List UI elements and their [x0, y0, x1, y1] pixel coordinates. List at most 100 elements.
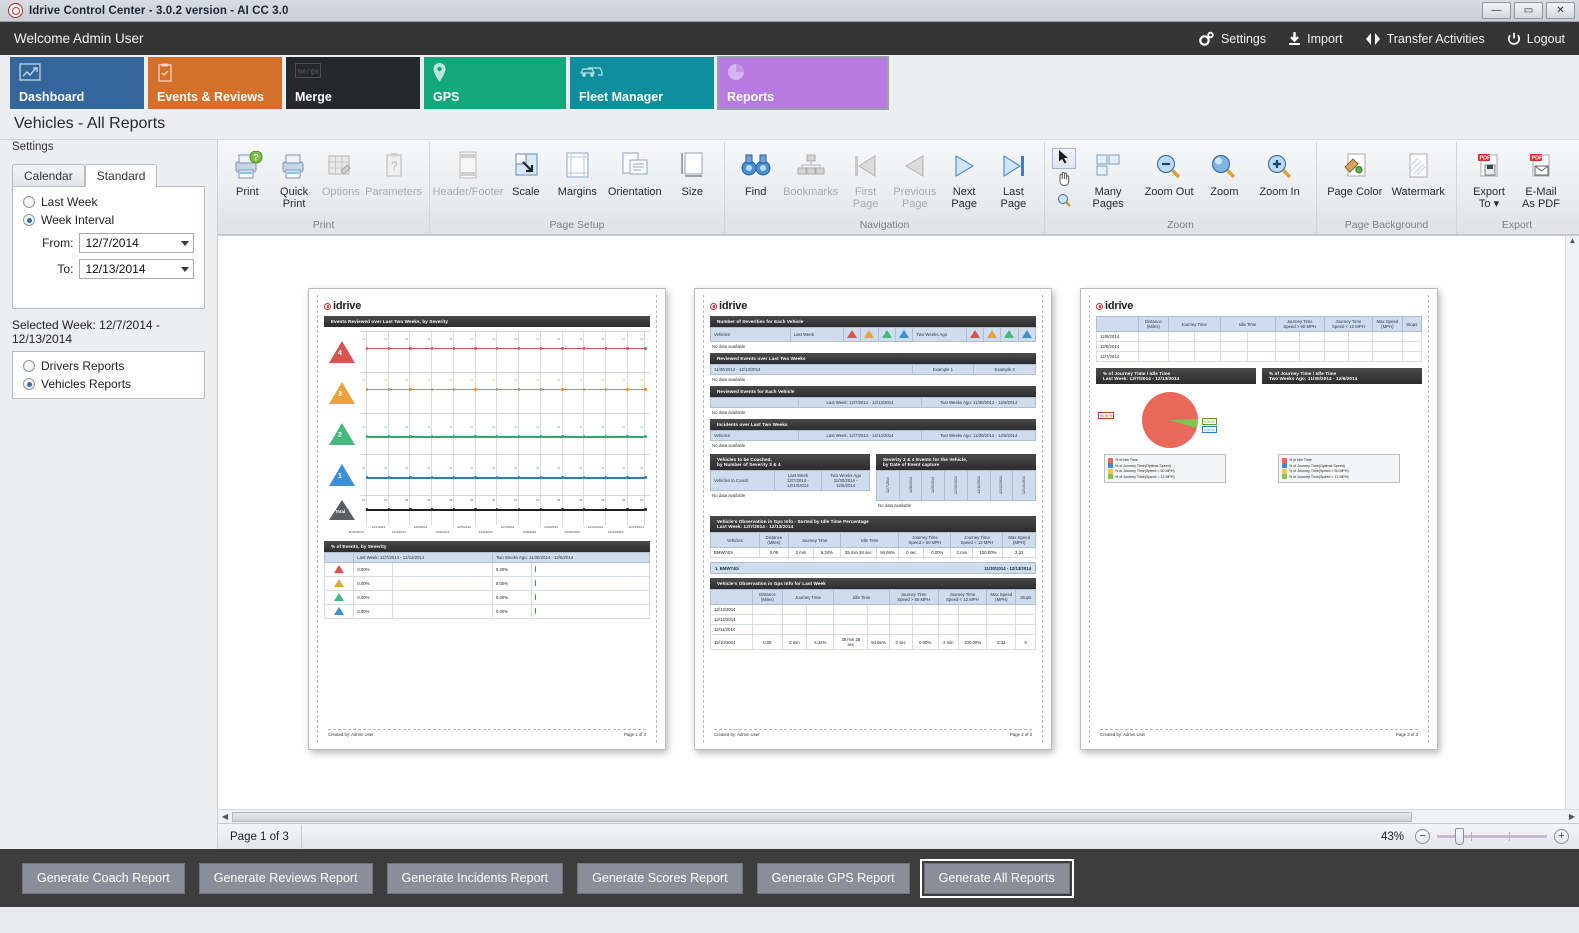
preview-horizontal-scrollbar[interactable]: ◀ ▶: [218, 809, 1579, 823]
zoom-button[interactable]: Zoom: [1200, 146, 1250, 200]
scroll-right-arrow[interactable]: ▶: [1568, 812, 1576, 821]
generate-coach-report-button[interactable]: Generate Coach Report: [22, 862, 185, 894]
from-label: From:: [42, 236, 74, 250]
last-page-button[interactable]: Last Page: [989, 146, 1038, 212]
hscroll-thumb[interactable]: [232, 811, 1412, 822]
cell-date: 12/9/2014: [1095, 331, 1140, 342]
legend-item: % of Idle Time: [1108, 457, 1222, 463]
nav-tile-gps[interactable]: GPS: [424, 57, 566, 109]
transfer-activities-button[interactable]: Transfer Activities: [1365, 32, 1485, 46]
watermark-button[interactable]: Watermark: [1387, 146, 1451, 200]
nav-tile-label: Fleet Manager: [579, 90, 664, 104]
report-page-1[interactable]: idrive Events Reviewed over Last Two Wee…: [308, 288, 666, 750]
generate-reviews-report-button[interactable]: Generate Reviews Report: [198, 862, 373, 894]
magnifier-tool[interactable]: [1052, 192, 1076, 213]
zoom-in-label: Zoom In: [1259, 186, 1300, 198]
cell-date: 12/10/2014: [709, 634, 754, 650]
previous-page-button[interactable]: Previous Page: [890, 146, 939, 212]
scroll-up-arrow[interactable]: ▲: [1568, 236, 1577, 245]
nav-tile-events-reviews[interactable]: Events & Reviews: [148, 57, 282, 109]
zoom-slider[interactable]: [1437, 828, 1547, 845]
report-preview-area[interactable]: idrive Events Reviewed over Last Two Wee…: [218, 235, 1579, 809]
minimize-button[interactable]: —: [1482, 2, 1511, 19]
nav-tile-merge[interactable]: merge Merge: [286, 57, 420, 109]
severity-badge-3: 3: [324, 372, 360, 413]
col-two-weeks: Two Weeks Ago: 11/30/2014 - 12/6/2014: [921, 397, 1036, 408]
generate-gps-report-button[interactable]: Generate GPS Report: [756, 862, 910, 894]
zoom-out-button[interactable]: Zoom Out: [1139, 146, 1200, 200]
col-journey-time: Journey Time: [788, 532, 841, 548]
option-drivers-reports[interactable]: Drivers Reports: [23, 359, 194, 373]
cell-stops: 0: [1015, 634, 1036, 650]
generate-all-reports-button[interactable]: Generate All Reports: [919, 858, 1074, 898]
to-date-combobox[interactable]: 12/13/2014: [79, 259, 194, 279]
bookmarks-button[interactable]: Bookmarks: [780, 146, 841, 200]
generate-scores-report-button[interactable]: Generate Scores Report: [577, 862, 743, 894]
header-footer-button[interactable]: Header/Footer: [433, 146, 503, 200]
zoom-slider-handle[interactable]: [1455, 828, 1464, 845]
preview-vertical-scrollbar[interactable]: ▲: [1565, 236, 1579, 809]
next-page-button[interactable]: Next Page: [939, 146, 988, 212]
first-page-button[interactable]: First Page: [841, 146, 890, 212]
email-as-pdf-button[interactable]: PDF E-Mail As PDF: [1515, 146, 1567, 212]
col-stops: Stops: [1015, 589, 1036, 605]
from-date-combobox[interactable]: 12/7/2014: [79, 233, 194, 253]
zoom-out-button[interactable]: −: [1415, 829, 1430, 844]
report-page-3[interactable]: idrive Distance (Miles) Journey Time Idl…: [1080, 288, 1438, 750]
generate-incidents-report-button[interactable]: Generate Incidents Report: [386, 862, 564, 894]
pointer-tool[interactable]: [1052, 148, 1077, 169]
orientation-button[interactable]: Orientation: [603, 146, 666, 200]
last-page-icon: [998, 148, 1028, 184]
nav-tile-reports[interactable]: Reports: [717, 56, 889, 110]
many-pages-button[interactable]: Many Pages: [1078, 146, 1139, 212]
zoom-in-button[interactable]: +: [1554, 829, 1569, 844]
scale-button[interactable]: Scale: [500, 146, 552, 200]
page-number: Page 1 of 3: [624, 732, 646, 737]
option-last-week[interactable]: Last Week: [23, 195, 194, 209]
report-page-2[interactable]: idrive Number of Severities for Each Veh…: [694, 288, 1052, 750]
hscroll-track[interactable]: [232, 810, 1565, 823]
legend-swatch: [1282, 474, 1287, 480]
option-week-interval[interactable]: Week Interval: [23, 213, 194, 227]
option-vehicles-reports[interactable]: Vehicles Reports: [23, 377, 194, 391]
cell-date: 12/12/2014: [709, 614, 754, 625]
page-1-footer: Created by: Admin User Page 1 of 3: [328, 729, 646, 737]
radio-vehicles-reports[interactable]: [23, 378, 35, 390]
radio-drivers-reports[interactable]: [23, 360, 35, 372]
main-area: Settings Calendar Standard Last Week Wee…: [0, 139, 1579, 849]
option-label: Week Interval: [41, 213, 115, 227]
created-by: Created by: Admin User: [328, 732, 374, 737]
col-two-weeks: Two Weeks Ago: [912, 327, 967, 342]
ribbon-group-title: Page Background: [1344, 219, 1429, 231]
hand-tool[interactable]: [1052, 170, 1076, 191]
col-max-speed: Max Speed (MPH): [1002, 532, 1036, 548]
nav-tile-dashboard[interactable]: Dashboard: [10, 57, 144, 109]
close-button[interactable]: ✕: [1546, 2, 1575, 19]
watermark-icon: [1403, 148, 1433, 184]
tab-calendar[interactable]: Calendar: [12, 164, 85, 187]
nav-tile-fleet-manager[interactable]: Fleet Manager: [570, 57, 714, 109]
size-button[interactable]: Size: [666, 146, 718, 200]
margins-button[interactable]: Margins: [552, 146, 604, 200]
tab-standard[interactable]: Standard: [84, 164, 158, 187]
scroll-left-arrow[interactable]: ◀: [221, 812, 229, 821]
cell-under12-pct: 100.00%: [972, 547, 1004, 558]
printer-help-icon: ?: [230, 148, 264, 184]
logout-button[interactable]: Logout: [1507, 32, 1565, 46]
radio-week-interval[interactable]: [23, 214, 35, 226]
print-button[interactable]: ? Print: [224, 146, 271, 200]
import-button[interactable]: Import: [1288, 31, 1343, 46]
radio-last-week[interactable]: [23, 196, 35, 208]
maximize-button[interactable]: ▭: [1514, 2, 1543, 19]
settings-button[interactable]: Settings: [1198, 31, 1266, 46]
find-button[interactable]: Find: [731, 146, 780, 200]
zoom-in-button[interactable]: Zoom In: [1249, 146, 1310, 200]
quick-print-button[interactable]: Quick Print: [271, 146, 318, 212]
page-color-button[interactable]: Page Color: [1323, 146, 1387, 200]
to-label: To:: [57, 262, 74, 276]
parameters-button[interactable]: ? Parameters: [364, 146, 423, 200]
cell-under12-pct: 100.00%: [958, 634, 988, 650]
print-options-button[interactable]: Options: [317, 146, 364, 200]
export-to-button[interactable]: PDF Export To ▾: [1463, 146, 1515, 212]
